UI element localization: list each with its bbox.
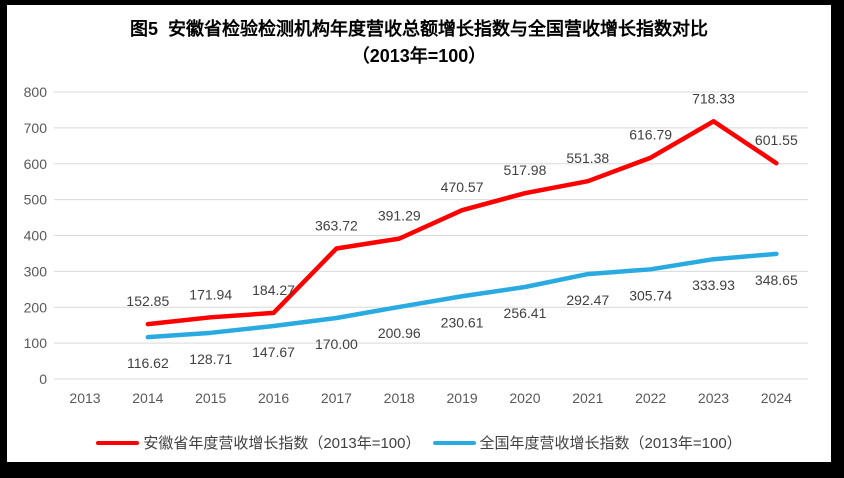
data-label-series-0: 718.33	[692, 90, 735, 106]
data-label-series-1: 116.62	[127, 355, 169, 371]
legend-item-anhui: 安徽省年度营收增长指数（2013年=100）	[96, 432, 421, 453]
data-label-series-1: 230.61	[441, 314, 484, 330]
y-tick-label: 100	[24, 335, 48, 351]
data-label-series-0: 152.85	[126, 293, 169, 309]
y-tick-label: 700	[24, 120, 48, 136]
x-tick-label: 2019	[447, 390, 478, 406]
data-label-series-0: 171.94	[189, 286, 232, 302]
data-label-series-1: 292.47	[566, 292, 609, 308]
x-tick-label: 2021	[572, 390, 603, 406]
data-label-series-0: 363.72	[315, 218, 358, 234]
data-label-series-1: 200.96	[378, 325, 421, 341]
chart-subtitle: （2013年=100）	[351, 46, 487, 66]
data-label-series-0: 551.38	[566, 150, 609, 166]
x-tick-label: 2018	[384, 390, 415, 406]
legend-label-anhui: 安徽省年度营收增长指数（2013年=100）	[143, 435, 421, 452]
legend-line-swatch-red	[96, 440, 140, 445]
legend-line-swatch-blue	[432, 440, 476, 445]
data-label-series-0: 517.98	[504, 162, 547, 178]
line-chart-plot: 0 100 200 300 400 500 600 700 800 2013 2014 2015 201…	[24, 84, 808, 406]
x-tick-label: 2013	[69, 390, 100, 406]
x-tick-label: 2023	[698, 390, 729, 406]
x-tick-label: 2016	[258, 390, 289, 406]
y-tick-label: 600	[24, 156, 48, 172]
y-tick-label: 200	[24, 299, 48, 315]
data-label-series-1: 348.65	[755, 272, 798, 288]
chart-title: 图5 安徽省检验检测机构年度营收总额增长指数与全国营收增长指数对比	[129, 19, 708, 39]
legend-label-national: 全国年度营收增长指数（2013年=100）	[479, 435, 742, 452]
x-tick-label: 2014	[132, 390, 163, 406]
data-label-series-1: 305.74	[629, 287, 672, 303]
data-label-series-0: 391.29	[378, 208, 421, 224]
y-tick-label: 500	[24, 192, 48, 208]
x-tick-label: 2022	[635, 390, 666, 406]
data-label-series-1: 170.00	[315, 336, 358, 352]
y-tick-label: 400	[24, 228, 48, 244]
legend-item-national: 全国年度营收增长指数（2013年=100）	[432, 432, 742, 453]
chart-legend: 安徽省年度营收增长指数（2013年=100） 全国年度营收增长指数（2013年=…	[7, 432, 831, 453]
x-tick-label: 2015	[195, 390, 226, 406]
data-label-series-1: 256.41	[504, 305, 547, 321]
data-label-series-0: 601.55	[755, 132, 798, 148]
y-tick-label: 800	[24, 84, 48, 100]
data-label-series-1: 333.93	[692, 277, 735, 293]
data-label-series-1: 147.67	[252, 344, 295, 360]
series-line-0	[145, 119, 779, 327]
data-label-series-1: 128.71	[189, 351, 232, 367]
x-tick-label: 2024	[761, 390, 792, 406]
y-tick-label: 0	[39, 371, 47, 387]
chart-title-block: 图5 安徽省检验检测机构年度营收总额增长指数与全国营收增长指数对比 （2013年…	[7, 16, 831, 70]
series-line-1	[145, 251, 779, 340]
data-label-series-0: 616.79	[629, 127, 672, 143]
y-tick-label: 300	[24, 263, 48, 279]
data-label-series-0: 184.27	[252, 282, 295, 298]
x-tick-label: 2017	[321, 390, 352, 406]
x-tick-label: 2020	[509, 390, 540, 406]
data-label-series-0: 470.57	[441, 179, 484, 195]
